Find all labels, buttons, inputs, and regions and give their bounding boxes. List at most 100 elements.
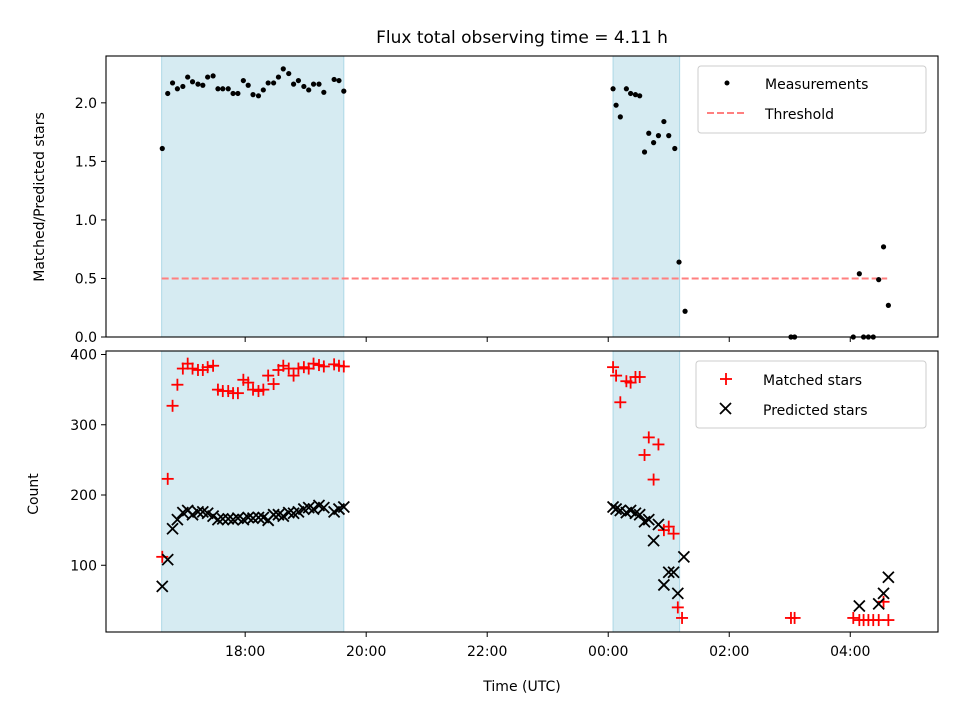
predicted-star-point bbox=[277, 509, 290, 523]
matched-star-point bbox=[662, 520, 675, 533]
measurement-point bbox=[632, 92, 639, 98]
matched-star-point bbox=[642, 431, 655, 444]
predicted-star-point bbox=[282, 506, 295, 519]
x-tick-label: 04:00 bbox=[830, 644, 870, 660]
matched-star-point bbox=[287, 369, 300, 382]
ratio-legend: Measurements Threshold bbox=[697, 65, 927, 134]
measurement-point bbox=[880, 244, 887, 250]
predicted-star-point bbox=[647, 534, 660, 547]
predicted-star-point bbox=[216, 512, 229, 526]
measurement-point bbox=[189, 79, 196, 85]
legend-matched-label: Matched stars bbox=[763, 373, 862, 389]
legend-measurements-label: Measurements bbox=[765, 77, 868, 93]
predicted-star-point bbox=[667, 566, 680, 579]
measurement-point bbox=[215, 86, 221, 92]
predicted-star-point bbox=[853, 599, 866, 613]
matched-star-point bbox=[231, 387, 244, 400]
measurement-point bbox=[637, 93, 643, 99]
x-tick-label: 00:00 bbox=[588, 644, 628, 660]
y-tick-label: 0.5 bbox=[75, 271, 97, 287]
predicted-star-point bbox=[652, 518, 665, 531]
predicted-star-point bbox=[337, 500, 350, 514]
matched-star-point bbox=[171, 378, 184, 391]
measurement-point bbox=[255, 93, 262, 99]
matched-star-point bbox=[633, 370, 646, 383]
measurement-point bbox=[185, 74, 191, 80]
matched-star-point bbox=[292, 362, 305, 375]
measurement-point bbox=[661, 118, 667, 125]
matched-star-point bbox=[247, 383, 260, 396]
measurement-point bbox=[623, 86, 629, 92]
measurement-point bbox=[316, 81, 322, 87]
measurement-point bbox=[169, 80, 176, 86]
measurement-point bbox=[341, 88, 347, 94]
x-axis-label: Time (UTC) bbox=[482, 679, 560, 695]
shaded-interval bbox=[612, 350, 681, 633]
matched-star-point bbox=[317, 360, 330, 373]
predicted-star-point bbox=[633, 508, 646, 521]
ratio-panel-frame bbox=[105, 55, 939, 338]
matched-star-point bbox=[201, 361, 214, 374]
measurement-point bbox=[245, 82, 251, 88]
matched-star-point bbox=[607, 361, 620, 374]
measurement-point bbox=[210, 73, 216, 79]
measurement-point bbox=[235, 90, 241, 97]
y-tick-label: 1.0 bbox=[75, 213, 97, 229]
measurement-point bbox=[646, 130, 652, 136]
x-tick-label: 20:00 bbox=[346, 644, 386, 660]
measurement-point bbox=[613, 102, 619, 108]
measurement-point bbox=[655, 133, 662, 139]
predicted-star-point bbox=[252, 511, 265, 524]
measurement-point bbox=[195, 81, 201, 87]
predicted-star-point bbox=[671, 587, 684, 600]
predicted-star-point bbox=[161, 553, 174, 566]
predicted-star-point bbox=[662, 566, 675, 579]
y-tick-label: 2.0 bbox=[75, 96, 97, 112]
measurement-point bbox=[306, 87, 312, 93]
chart-title: Flux total observing time = 4.11 h bbox=[376, 28, 668, 48]
measurement-point bbox=[336, 77, 342, 84]
measurement-point bbox=[666, 133, 672, 139]
matched-star-point bbox=[788, 611, 801, 624]
predicted-star-point bbox=[166, 522, 179, 535]
predicted-star-point bbox=[211, 513, 225, 526]
measurement-point bbox=[617, 114, 623, 120]
measurement-point bbox=[876, 277, 882, 283]
matched-star-point bbox=[161, 472, 174, 485]
measurement-point bbox=[230, 90, 236, 97]
predicted-star-point bbox=[222, 512, 235, 526]
measurement-point bbox=[205, 74, 211, 80]
predicted-star-point bbox=[657, 578, 671, 592]
predicted-star-point bbox=[191, 505, 205, 519]
measurement-point bbox=[331, 76, 337, 83]
predicted-star-point bbox=[609, 502, 623, 516]
measurement-point bbox=[295, 77, 302, 84]
matched-star-point bbox=[156, 550, 169, 563]
predicted-star-point bbox=[307, 502, 320, 516]
count-panel-frame bbox=[105, 350, 939, 633]
matched-star-point bbox=[166, 399, 179, 412]
legend-threshold-label: Threshold bbox=[764, 107, 834, 123]
x-tick-label: 02:00 bbox=[709, 644, 749, 660]
predicted-star-point bbox=[882, 571, 895, 584]
legend-predicted-marker bbox=[719, 402, 732, 415]
measurement-point bbox=[220, 86, 226, 92]
matched-star-point bbox=[267, 378, 280, 391]
measurement-point bbox=[180, 83, 186, 90]
measurement-point bbox=[885, 302, 891, 308]
shaded-interval bbox=[161, 350, 345, 633]
matched-star-point bbox=[652, 438, 665, 451]
measurement-point bbox=[225, 86, 231, 92]
measurement-point bbox=[286, 70, 292, 77]
count-y-axis-label: Count bbox=[26, 473, 42, 515]
ratio-y-axis-label: Matched/Predicted stars bbox=[32, 112, 48, 282]
matched-star-point bbox=[207, 359, 220, 372]
matched-star-point bbox=[671, 601, 684, 614]
matched-star-point bbox=[186, 362, 199, 375]
matched-star-point bbox=[337, 360, 350, 373]
matched-star-point bbox=[277, 359, 290, 372]
x-tick-label: 22:00 bbox=[467, 644, 507, 660]
predicted-star-point bbox=[171, 513, 184, 526]
measurement-point bbox=[200, 82, 206, 88]
